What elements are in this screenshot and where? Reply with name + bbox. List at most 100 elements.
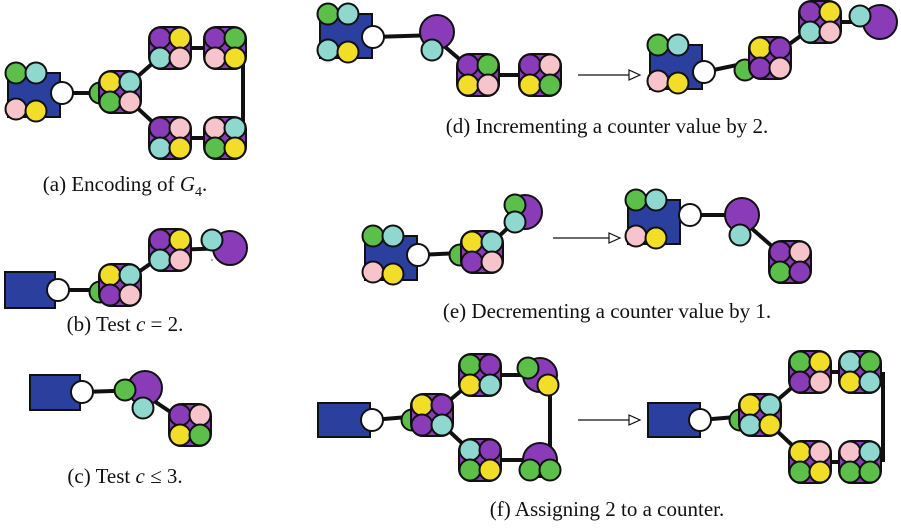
node <box>188 403 212 427</box>
node <box>788 240 812 264</box>
node <box>118 90 142 114</box>
node <box>168 46 192 70</box>
node <box>538 73 562 97</box>
node <box>768 36 792 60</box>
node <box>223 116 247 140</box>
node <box>768 260 792 284</box>
node <box>223 46 247 70</box>
node <box>808 460 832 484</box>
node <box>361 25 385 49</box>
node <box>818 0 842 24</box>
node <box>148 116 172 140</box>
node <box>118 263 142 287</box>
node <box>538 53 562 77</box>
caption-label: (e) <box>442 299 467 323</box>
caption-math: c <box>135 312 146 336</box>
node <box>360 408 384 432</box>
node <box>46 278 70 302</box>
node <box>768 240 792 264</box>
node <box>458 458 482 482</box>
node <box>503 210 527 234</box>
node <box>410 393 434 417</box>
node <box>476 73 500 97</box>
node <box>188 423 212 447</box>
node <box>728 223 752 247</box>
node <box>223 136 247 160</box>
arrow-head <box>608 232 622 244</box>
arrow-head <box>628 414 642 426</box>
node <box>24 99 48 123</box>
node <box>738 393 762 417</box>
node <box>148 228 172 252</box>
node <box>168 403 192 427</box>
caption-tail: ≤ 3. <box>150 464 183 488</box>
node <box>646 69 670 93</box>
node <box>644 226 668 250</box>
node <box>758 413 782 437</box>
block <box>647 402 701 438</box>
node <box>646 33 670 57</box>
node <box>381 224 405 248</box>
caption-label: (b) <box>66 312 92 336</box>
node <box>316 38 340 62</box>
node <box>798 20 822 44</box>
caption: (f) Assigning 2 to a counter. <box>490 497 724 522</box>
node <box>460 230 484 254</box>
node <box>768 56 792 80</box>
caption-tail: . <box>201 172 208 196</box>
caption: (e) Decrementing a counter value by 1. <box>443 299 771 324</box>
node <box>476 53 500 77</box>
node <box>848 4 872 28</box>
caption-label: (d) <box>445 114 471 138</box>
node <box>818 20 842 44</box>
node <box>4 61 28 85</box>
arrow-head <box>628 69 642 81</box>
node <box>788 440 812 464</box>
node <box>748 36 772 60</box>
node <box>480 250 504 274</box>
node <box>148 26 172 50</box>
node <box>148 136 172 160</box>
node <box>858 460 882 484</box>
node <box>168 136 192 160</box>
node <box>410 413 434 437</box>
node <box>456 53 480 77</box>
node <box>70 380 94 404</box>
node <box>113 378 137 402</box>
node <box>838 460 862 484</box>
node <box>336 2 360 26</box>
node <box>678 203 702 227</box>
node <box>838 440 862 464</box>
caption: (b) Test c = 2. <box>67 312 184 337</box>
node <box>98 70 122 94</box>
node <box>168 248 192 272</box>
node <box>518 458 542 482</box>
node <box>223 26 247 50</box>
node <box>516 356 540 380</box>
node <box>203 46 227 70</box>
node <box>478 458 502 482</box>
node <box>381 262 405 286</box>
node <box>168 423 192 447</box>
node <box>24 61 48 85</box>
node <box>838 370 862 394</box>
node <box>316 2 340 26</box>
node <box>518 53 542 77</box>
node <box>688 408 712 432</box>
caption-label: (f) <box>489 497 511 521</box>
node <box>460 250 484 274</box>
node <box>458 353 482 377</box>
node <box>538 458 562 482</box>
caption-sub: 4 <box>194 185 202 201</box>
node <box>168 116 192 140</box>
node <box>4 97 28 121</box>
caption-math: G <box>179 172 195 196</box>
node <box>518 73 542 97</box>
node <box>788 370 812 394</box>
node <box>131 396 155 420</box>
node <box>748 56 772 80</box>
node <box>430 393 454 417</box>
node <box>480 230 504 254</box>
